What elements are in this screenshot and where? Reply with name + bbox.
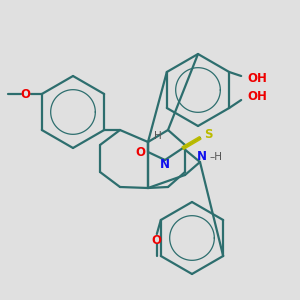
Text: O: O xyxy=(21,88,31,100)
Text: OH: OH xyxy=(247,91,267,103)
Text: OH: OH xyxy=(247,71,267,85)
Text: N: N xyxy=(160,158,170,172)
Text: N: N xyxy=(197,151,207,164)
Text: –H: –H xyxy=(210,152,223,162)
Text: S: S xyxy=(204,128,212,142)
Text: H: H xyxy=(154,131,162,141)
Text: O: O xyxy=(152,233,162,247)
Text: O: O xyxy=(135,146,145,158)
